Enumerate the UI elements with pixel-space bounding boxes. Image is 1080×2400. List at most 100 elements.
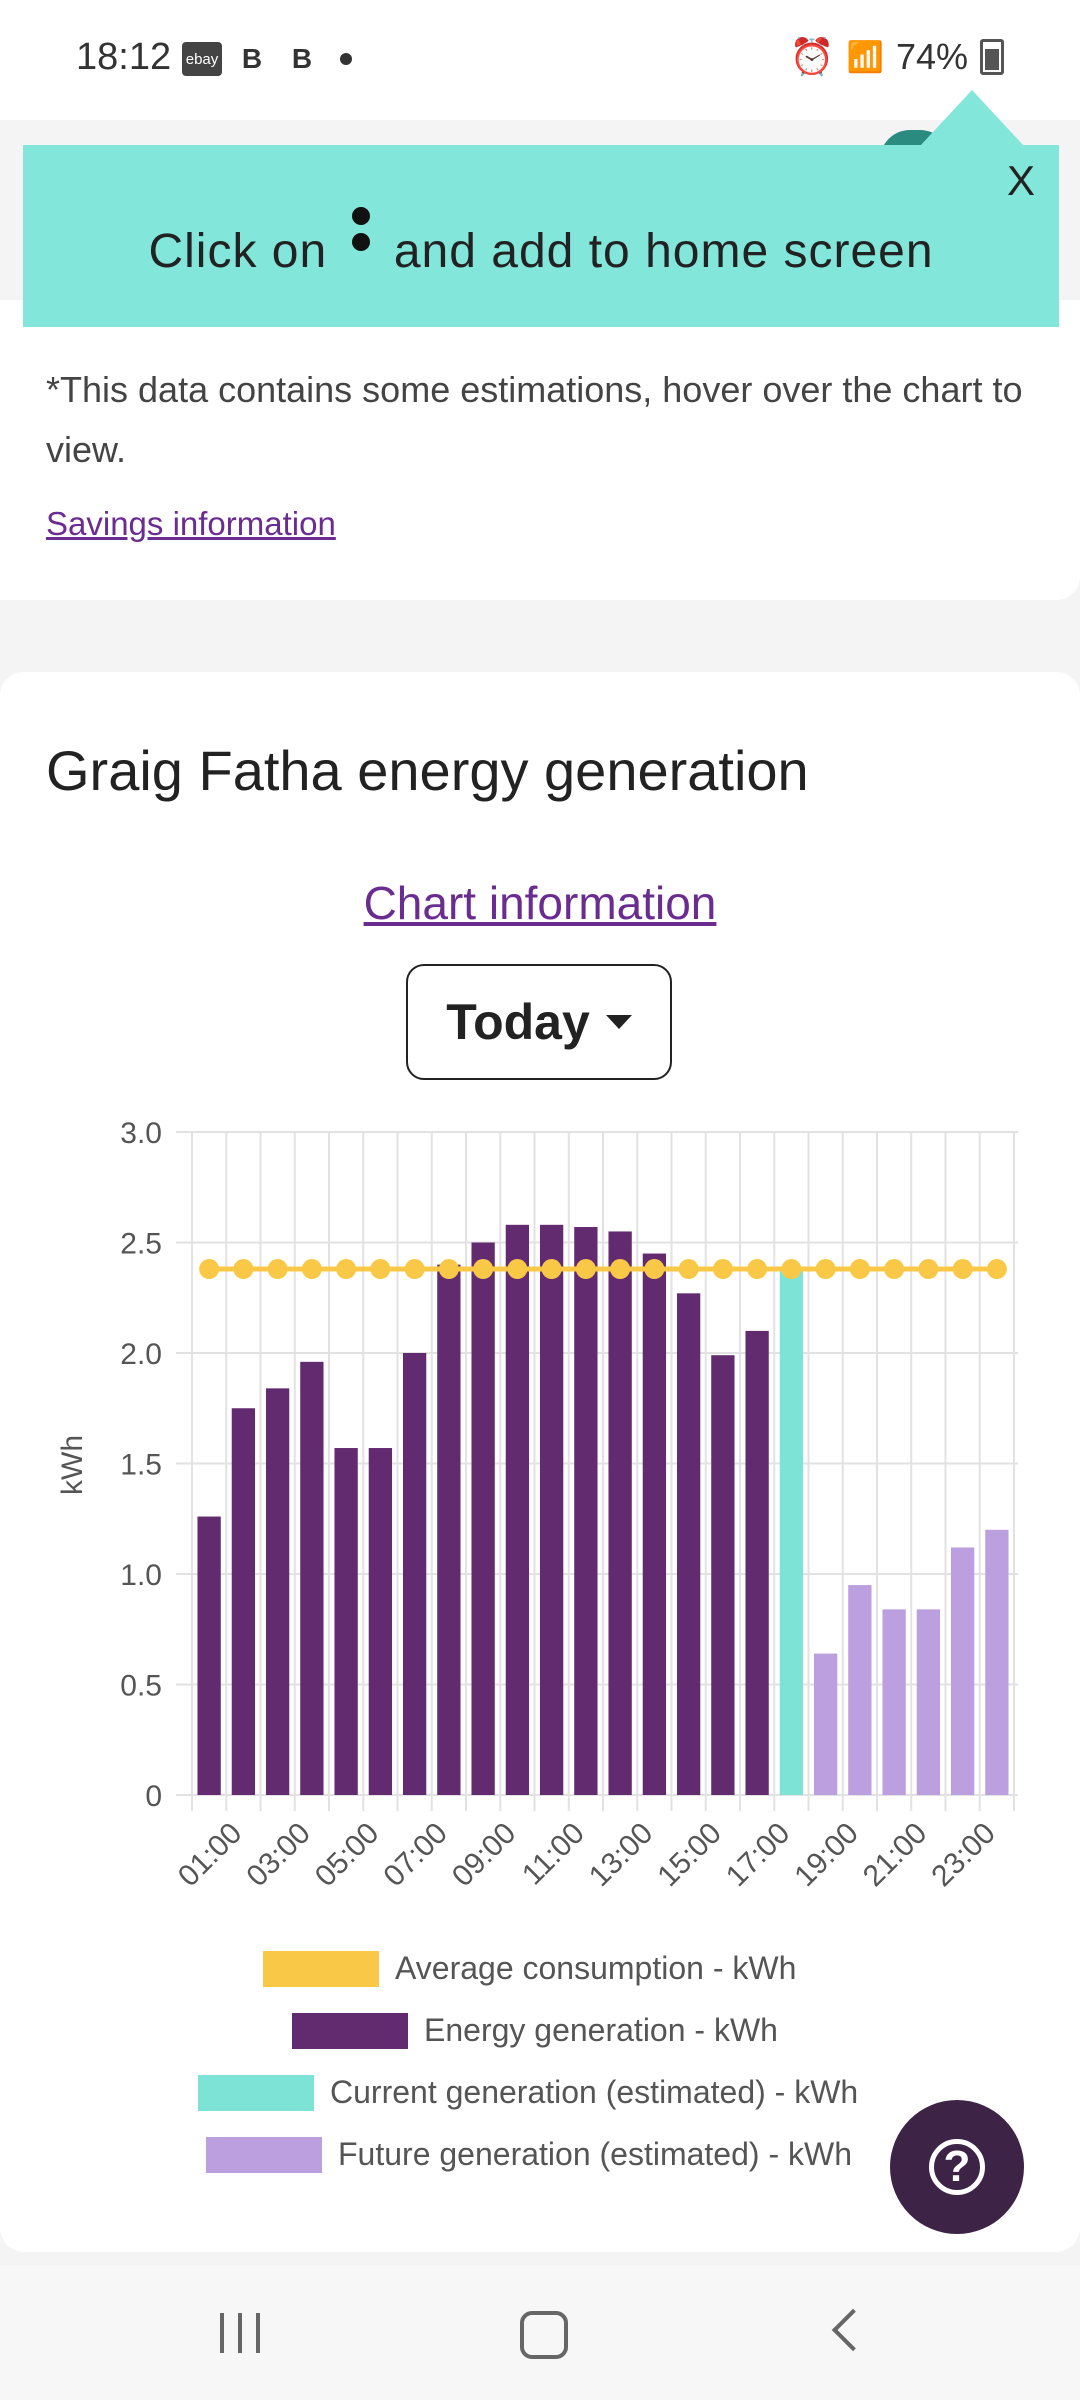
- future-bar[interactable]: [950, 1547, 975, 1795]
- average-point[interactable]: [233, 1259, 254, 1280]
- x-tick-label: 05:00: [309, 1817, 385, 1893]
- energy-bar[interactable]: [300, 1361, 324, 1795]
- estimation-note: *This data contains some estimations, ho…: [46, 369, 1023, 470]
- future-bar[interactable]: [848, 1585, 872, 1795]
- banner-close-button[interactable]: X: [1006, 157, 1035, 204]
- average-point[interactable]: [370, 1259, 391, 1280]
- battery-percent: 74%: [895, 36, 968, 77]
- energy-bar[interactable]: [539, 1224, 564, 1795]
- period-selector[interactable]: Today: [406, 964, 672, 1080]
- energy-bar[interactable]: [676, 1293, 701, 1795]
- average-point[interactable]: [541, 1259, 562, 1280]
- battery-icon: [980, 39, 1004, 75]
- energy-bar[interactable]: [505, 1224, 530, 1795]
- average-point[interactable]: [884, 1259, 905, 1280]
- question-icon: ?: [929, 2139, 985, 2195]
- x-axis-ticks: 01:0003:0005:0007:0009:0011:0013:0015:00…: [172, 1817, 1002, 1893]
- add-to-home-banner: X Click on and add to home screen: [23, 145, 1059, 327]
- y-tick-label: 0: [145, 1780, 162, 1813]
- legend-average[interactable]: Average consumption - kWh: [263, 1950, 796, 1987]
- energy-bar[interactable]: [745, 1330, 769, 1795]
- energy-bar[interactable]: [402, 1353, 427, 1795]
- chart-information-link[interactable]: Chart information: [363, 877, 717, 929]
- help-button[interactable]: ?: [890, 2100, 1024, 2234]
- x-tick-label: 03:00: [240, 1817, 316, 1893]
- back-button[interactable]: [831, 2308, 875, 2352]
- x-tick-label: 19:00: [788, 1817, 864, 1893]
- y-axis-ticks: 0 0.5 1.0 1.5 2.0 2.5 3.0: [120, 1117, 162, 1813]
- energy-bar[interactable]: [265, 1388, 290, 1795]
- legend-swatch-energy: [292, 2012, 408, 2049]
- future-bar[interactable]: [813, 1653, 838, 1795]
- average-point[interactable]: [199, 1259, 220, 1280]
- average-point[interactable]: [678, 1259, 699, 1280]
- average-point[interactable]: [438, 1259, 459, 1280]
- legend-energy[interactable]: Energy generation - kWh: [292, 2012, 778, 2049]
- average-point[interactable]: [712, 1259, 733, 1280]
- average-point[interactable]: [575, 1259, 596, 1280]
- home-button[interactable]: [520, 2311, 568, 2359]
- y-axis-label: kWh: [56, 1435, 89, 1495]
- x-tick-label: 13:00: [583, 1817, 659, 1893]
- energy-bar[interactable]: [368, 1448, 393, 1795]
- y-tick-label: 2.0: [120, 1338, 162, 1371]
- savings-information-link[interactable]: Savings information: [46, 505, 336, 542]
- future-bar[interactable]: [985, 1529, 1009, 1795]
- b-app-icon: B: [291, 43, 313, 74]
- ebay-app-icon: ebay: [182, 42, 222, 76]
- banner-text-before: Click on: [148, 225, 328, 278]
- future-bar[interactable]: [882, 1609, 906, 1795]
- info-card: [0, 300, 1080, 600]
- notification-icons: ebay B B: [182, 42, 352, 76]
- average-point[interactable]: [918, 1259, 939, 1280]
- average-point[interactable]: [952, 1259, 973, 1280]
- energy-bar[interactable]: [574, 1227, 598, 1795]
- y-tick-label: 2.5: [120, 1228, 162, 1261]
- average-point[interactable]: [473, 1259, 494, 1280]
- alarm-icon: ⏰: [789, 36, 835, 77]
- generation-title: Graig Fatha energy generation: [46, 739, 809, 802]
- average-point[interactable]: [267, 1259, 288, 1280]
- energy-bar[interactable]: [197, 1516, 221, 1795]
- future-bar[interactable]: [916, 1609, 941, 1795]
- average-point[interactable]: [610, 1259, 631, 1280]
- banner-pointer: [920, 90, 1024, 146]
- legend-current[interactable]: Current generation (estimated) - kWh: [198, 2074, 858, 2111]
- energy-bar[interactable]: [231, 1408, 256, 1795]
- x-tick-label: 01:00: [172, 1817, 248, 1893]
- energy-bar[interactable]: [642, 1253, 667, 1795]
- average-point[interactable]: [301, 1259, 322, 1280]
- status-bar: 18:12 ebay B B ⏰ 📶 74%: [0, 0, 1080, 120]
- x-tick-label: 09:00: [446, 1817, 522, 1893]
- energy-bar[interactable]: [334, 1448, 358, 1795]
- current-bar[interactable]: [779, 1269, 804, 1795]
- legend-future[interactable]: Future generation (estimated) - kWh: [206, 2136, 852, 2173]
- average-point[interactable]: [747, 1259, 768, 1280]
- y-tick-label: 3.0: [120, 1117, 162, 1150]
- energy-bar[interactable]: [711, 1355, 735, 1795]
- x-tick-label: 23:00: [925, 1817, 1001, 1893]
- average-point[interactable]: [336, 1259, 357, 1280]
- banner-text-after: and add to home screen: [393, 225, 934, 278]
- banner-message: Click on and add to home screen: [23, 207, 1059, 279]
- average-point[interactable]: [507, 1259, 528, 1280]
- chart-bars: [197, 1224, 1009, 1796]
- legend-label: Future generation (estimated) - kWh: [338, 2136, 852, 2172]
- average-point[interactable]: [644, 1259, 665, 1280]
- average-point[interactable]: [986, 1259, 1007, 1280]
- average-point[interactable]: [404, 1259, 425, 1280]
- kebab-menu-icon: [351, 207, 370, 277]
- x-tick-label: 11:00: [516, 1817, 591, 1892]
- energy-bar[interactable]: [437, 1264, 461, 1795]
- energy-bar[interactable]: [608, 1231, 632, 1795]
- recent-apps-button[interactable]: [220, 2313, 260, 2353]
- average-point[interactable]: [849, 1259, 870, 1280]
- x-tick-label: 17:00: [720, 1817, 796, 1893]
- navigation-bar: [0, 2265, 1080, 2400]
- status-time: 18:12: [76, 36, 172, 78]
- average-point[interactable]: [781, 1259, 802, 1280]
- energy-bar[interactable]: [471, 1242, 495, 1796]
- average-point[interactable]: [815, 1259, 836, 1280]
- energy-chart[interactable]: 0 0.5 1.0 1.5 2.0 2.5 3.0 01:0003:0005:0007:00…: [0, 1100, 1080, 1940]
- average-consumption-line: [199, 1259, 1007, 1280]
